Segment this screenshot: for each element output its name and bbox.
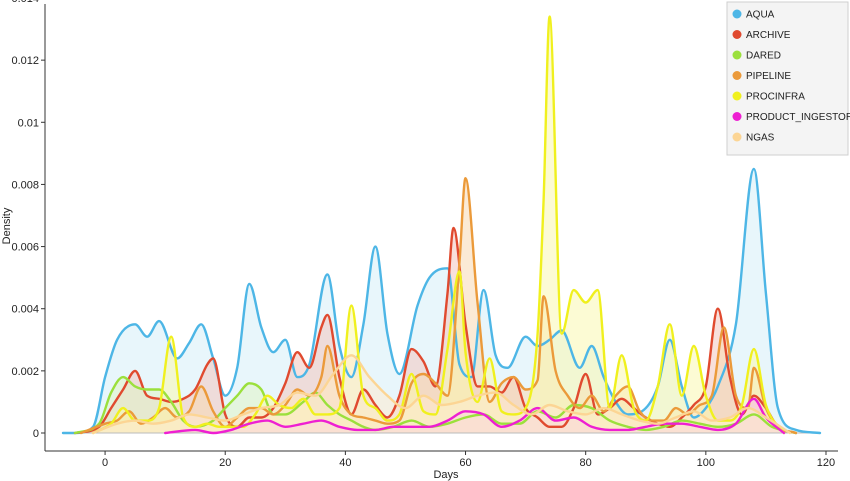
x-tick-label: 120 (817, 457, 835, 469)
legend-swatch-archive (732, 30, 742, 39)
series-area-pipeline (81, 178, 796, 433)
legend-swatch-ngas (732, 132, 742, 142)
legend-swatch-product_ingestor (732, 112, 742, 121)
y-tick-label: 0.012 (11, 55, 39, 67)
legend: AQUA ARCHIVE DARED PIPELINE PROCINFRA PRODUCT… (726, 1, 850, 156)
series-line-pipeline (79, 177, 798, 435)
legend-swatch-pipeline (732, 71, 742, 80)
x-axis-title: Days (433, 469, 459, 481)
y-tick-label: 0.008 (11, 179, 39, 191)
y-tick-label: 0.006 (11, 242, 39, 254)
legend-swatch-dared (732, 50, 742, 60)
legend-label-ngas: NGAS (746, 133, 775, 144)
y-tick-label: 0.01 (18, 117, 39, 129)
x-tick-label: 0 (102, 457, 108, 469)
y-tick-label: 0.002 (11, 366, 39, 378)
axes: 0 20 40 60 80 100 120 0 0.002 0.004 0.006 0.008 0.01… (11, 0, 838, 469)
legend-label-pipeline: PIPELINE (746, 71, 791, 82)
x-tick-label: 60 (459, 457, 471, 469)
legend-label-archive: ARCHIVE (746, 30, 791, 41)
legend-swatch-procinfra (732, 91, 742, 101)
x-tick-label: 20 (219, 457, 231, 469)
plot-area (61, 15, 822, 435)
y-tick-label: 0.014 (11, 0, 39, 5)
y-axis-title: Density (1, 207, 13, 244)
series-line-ngas (91, 354, 792, 435)
x-tick-label: 100 (697, 457, 715, 469)
legend-label-procinfra: PROCINFRA (746, 92, 805, 103)
series-line-aqua (61, 167, 822, 435)
series-line-archive (73, 226, 798, 435)
legend-swatch-aqua (732, 9, 742, 19)
x-tick-label: 40 (339, 457, 351, 469)
x-tick-label: 80 (580, 457, 592, 469)
y-tick-label: 0 (33, 428, 39, 440)
series-line-product_ingestor (164, 397, 786, 435)
y-tick-label: 0.004 (11, 304, 39, 316)
legend-label-aqua: AQUA (746, 10, 775, 21)
legend-label-product_ingestor: PRODUCT_INGESTOR (746, 112, 850, 123)
series-line-procinfra (91, 15, 786, 435)
legend-box (726, 1, 849, 156)
series-area-aqua (63, 168, 820, 433)
legend-label-dared: DARED (746, 51, 781, 62)
